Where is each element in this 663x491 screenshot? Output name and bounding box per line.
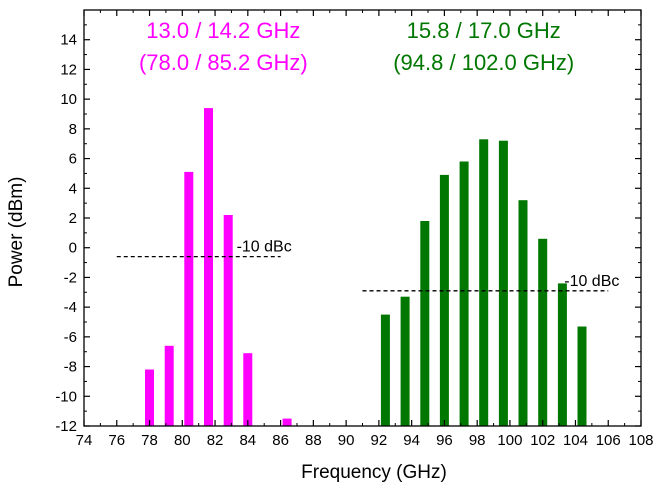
bar-series2-8: [518, 200, 528, 426]
y-tick-label: 2: [69, 210, 77, 227]
y-tick-label: 10: [60, 91, 77, 108]
bar-series2-9: [538, 238, 548, 426]
bar-series1-6: [243, 353, 253, 426]
x-tick-label: 90: [338, 432, 355, 449]
bar-series2-10: [557, 283, 567, 426]
bar-series1-7: [282, 418, 292, 426]
y-tick-label: 14: [60, 32, 77, 49]
ticks-layer: [83, 10, 642, 427]
y-tick-label: -4: [64, 299, 77, 316]
group-label-line2-2: (94.8 / 102.0 GHz): [393, 50, 574, 75]
bar-series2-3: [420, 221, 430, 426]
x-tick-label: 92: [371, 432, 388, 449]
x-tick-label: 108: [628, 432, 653, 449]
x-tick-label: 84: [239, 432, 256, 449]
reference-line-label-1: -10 dBc: [237, 239, 292, 256]
x-tick-label: 78: [141, 432, 158, 449]
bar-series1-2: [164, 345, 174, 426]
bar-series2-6: [479, 139, 489, 427]
x-tick-label: 74: [76, 432, 93, 449]
group-label-line1-2: 15.8 / 17.0 GHz: [407, 18, 561, 43]
bar-series1-3: [184, 171, 194, 426]
reference-lines-layer: [116, 255, 609, 292]
x-tick-label: 102: [530, 432, 555, 449]
x-tick-label: 98: [469, 432, 486, 449]
y-tick-label: 4: [69, 180, 77, 197]
bar-series2-5: [459, 161, 469, 426]
x-axis-title: Frequency (GHz): [301, 462, 447, 483]
reference-line-label-2: -10 dBc: [564, 273, 619, 290]
x-tick-label: 76: [108, 432, 125, 449]
group-label-line2-1: (78.0 / 85.2 GHz): [139, 50, 308, 75]
y-tick-label: -6: [64, 329, 77, 346]
bar-series2-2: [400, 296, 410, 426]
y-tick-label: 0: [69, 240, 77, 257]
x-tick-label: 94: [403, 432, 420, 449]
x-tick-label: 96: [436, 432, 453, 449]
y-tick-label: -2: [64, 269, 77, 286]
x-tick-label: 88: [305, 432, 322, 449]
bar-series2-11: [577, 326, 587, 426]
bar-series2-7: [498, 140, 508, 426]
bar-series1-4: [204, 108, 213, 426]
y-axis-title: Power (dBm): [6, 177, 27, 288]
x-tick-label: 86: [272, 432, 289, 449]
x-tick-label: 100: [497, 432, 522, 449]
y-tick-label: 6: [69, 151, 77, 168]
y-tick-label: 8: [69, 121, 77, 138]
x-tick-label: 82: [207, 432, 224, 449]
bar-series1-5: [223, 215, 233, 426]
y-tick-label: -8: [64, 359, 77, 376]
x-tick-label: 104: [563, 432, 588, 449]
y-tick-label: -12: [55, 418, 77, 435]
y-tick-label: 12: [60, 61, 77, 78]
x-tick-label: 80: [174, 432, 191, 449]
x-tick-label: 106: [596, 432, 621, 449]
bars-layer: [145, 108, 587, 427]
group-label-line1-1: 13.0 / 14.2 GHz: [146, 18, 300, 43]
y-tick-label: -10: [55, 388, 77, 405]
bar-series2-4: [439, 174, 449, 426]
bar-series1-1: [145, 369, 154, 426]
bar-series2-1: [380, 314, 390, 426]
